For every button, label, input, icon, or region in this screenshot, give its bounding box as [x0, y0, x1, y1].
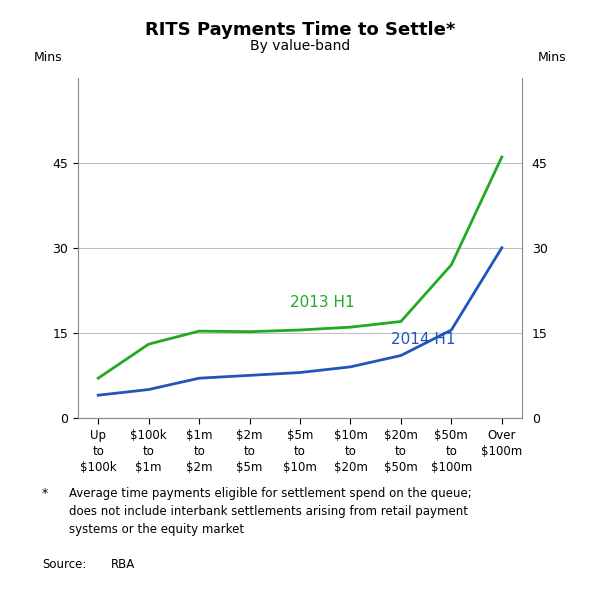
Text: RITS Payments Time to Settle*: RITS Payments Time to Settle* [145, 21, 455, 39]
Text: RBA: RBA [111, 558, 135, 571]
Text: 2014 H1: 2014 H1 [391, 332, 455, 347]
Text: By value-band: By value-band [250, 39, 350, 53]
Text: Mins: Mins [538, 51, 566, 64]
Text: *: * [42, 487, 48, 500]
Text: Average time payments eligible for settlement spend on the queue;
does not inclu: Average time payments eligible for settl… [69, 487, 472, 536]
Text: Source:: Source: [42, 558, 86, 571]
Text: 2013 H1: 2013 H1 [290, 295, 355, 310]
Text: Mins: Mins [34, 51, 62, 64]
